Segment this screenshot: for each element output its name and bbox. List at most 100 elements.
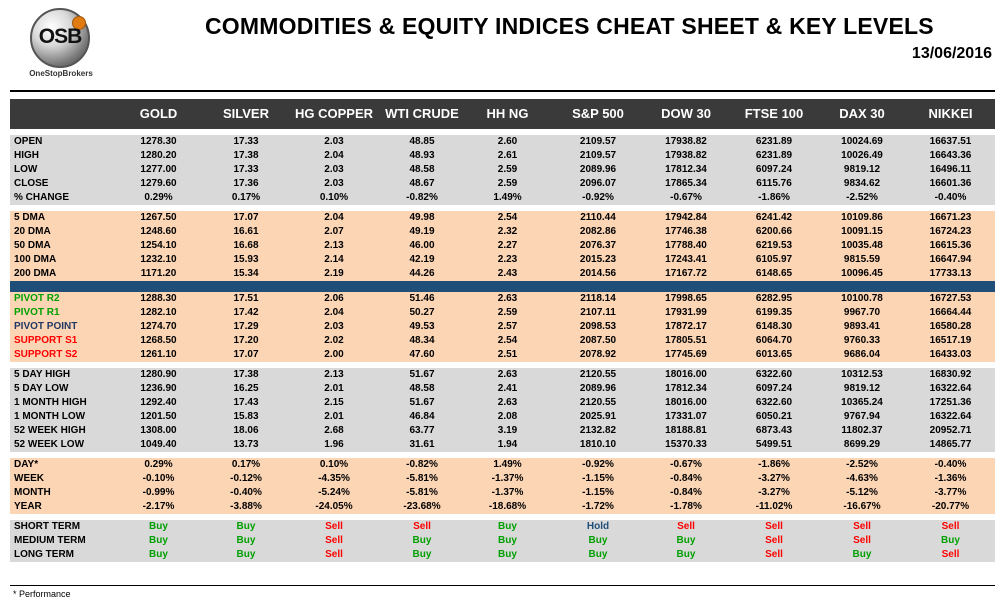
value-cell: 2.27 — [461, 239, 554, 253]
value-cell: 16615.36 — [906, 239, 995, 253]
value-cell: 2.02 — [285, 334, 383, 348]
value-cell: -5.24% — [285, 486, 383, 500]
spacer-cell — [10, 129, 995, 135]
spacer-cell — [10, 281, 995, 292]
value-cell: 2.54 — [461, 334, 554, 348]
signal-cell: Buy — [461, 520, 554, 534]
value-cell: 17.33 — [207, 135, 285, 149]
value-cell: 2.68 — [285, 424, 383, 438]
value-cell: 1282.10 — [110, 306, 207, 320]
footnote: * Performance — [13, 589, 71, 599]
value-cell: 2014.56 — [554, 267, 642, 281]
spacer-cell — [10, 205, 995, 211]
value-cell: 17251.36 — [906, 396, 995, 410]
row-label: 100 DMA — [10, 253, 110, 267]
value-cell: 15.83 — [207, 410, 285, 424]
value-cell: 16601.36 — [906, 177, 995, 191]
value-cell: 1254.10 — [110, 239, 207, 253]
value-cell: 42.19 — [383, 253, 461, 267]
value-cell: -0.40% — [906, 191, 995, 205]
signal-cell: Sell — [642, 520, 730, 534]
section-spacer — [10, 452, 995, 458]
signal-cell: Buy — [642, 548, 730, 562]
value-cell: 16580.28 — [906, 320, 995, 334]
value-cell: -1.37% — [461, 472, 554, 486]
value-cell: 1.94 — [461, 438, 554, 452]
signal-cell: Buy — [383, 534, 461, 548]
value-cell: -3.27% — [730, 486, 818, 500]
table-row: PIVOT R1 1282.10 17.42 2.04 50.27 2.59 2107.11… — [10, 306, 995, 320]
signal-cell: Hold — [554, 520, 642, 534]
value-cell: 6219.53 — [730, 239, 818, 253]
logo-subtitle: OneStopBrokers — [29, 69, 93, 78]
table-row: 20 DMA 1248.60 16.61 2.07 49.19 2.32 2082.86 17… — [10, 225, 995, 239]
value-cell: 17998.65 — [642, 292, 730, 306]
value-cell: 6322.60 — [730, 368, 818, 382]
value-cell: -0.82% — [383, 458, 461, 472]
table-row: 52 WEEK HIGH 1308.00 18.06 2.68 63.77 3.19 213… — [10, 424, 995, 438]
table-row: 1 MONTH HIGH 1292.40 17.43 2.15 51.67 2.63 212… — [10, 396, 995, 410]
value-cell: 6241.42 — [730, 211, 818, 225]
value-cell: 2.04 — [285, 306, 383, 320]
value-cell: 1171.20 — [110, 267, 207, 281]
value-cell: 2.32 — [461, 225, 554, 239]
row-label: 5 DAY LOW — [10, 382, 110, 396]
value-cell: 1049.40 — [110, 438, 207, 452]
value-cell: 10096.45 — [818, 267, 906, 281]
table-row: 1 MONTH LOW 1201.50 15.83 2.01 46.84 2.08 2025… — [10, 410, 995, 424]
value-cell: 16.61 — [207, 225, 285, 239]
page-title: COMMODITIES & EQUITY INDICES CHEAT SHEET… — [205, 13, 934, 39]
value-cell: 2.00 — [285, 348, 383, 362]
value-cell: 10024.69 — [818, 135, 906, 149]
value-cell: 2.54 — [461, 211, 554, 225]
value-cell: 6115.76 — [730, 177, 818, 191]
value-cell: 0.17% — [207, 458, 285, 472]
row-label: SHORT TERM — [10, 520, 110, 534]
table-row: WEEK -0.10% -0.12% -4.35% -5.81% -1.37% -1.15%… — [10, 472, 995, 486]
value-cell: 0.29% — [110, 458, 207, 472]
spacer-cell — [10, 514, 995, 520]
value-cell: 2.13 — [285, 239, 383, 253]
value-cell: 46.00 — [383, 239, 461, 253]
value-cell: -0.67% — [642, 191, 730, 205]
value-cell: -16.67% — [818, 500, 906, 514]
header-silver: SILVER — [207, 99, 285, 129]
value-cell: 2096.07 — [554, 177, 642, 191]
value-cell: 16.68 — [207, 239, 285, 253]
row-label: HIGH — [10, 149, 110, 163]
section-spacer — [10, 514, 995, 520]
value-cell: -0.84% — [642, 472, 730, 486]
value-cell: 17788.40 — [642, 239, 730, 253]
row-label: PIVOT R1 — [10, 306, 110, 320]
signal-cell: Sell — [818, 520, 906, 534]
value-cell: 0.17% — [207, 191, 285, 205]
row-label: LONG TERM — [10, 548, 110, 562]
value-cell: 17.43 — [207, 396, 285, 410]
signal-cell: Buy — [207, 520, 285, 534]
value-cell: 2.01 — [285, 410, 383, 424]
value-cell: 2.19 — [285, 267, 383, 281]
value-cell: 2015.23 — [554, 253, 642, 267]
value-cell: 16.25 — [207, 382, 285, 396]
header-blank-cell — [10, 99, 110, 129]
value-cell: -3.27% — [730, 472, 818, 486]
value-cell: 6200.66 — [730, 225, 818, 239]
value-cell: -0.67% — [642, 458, 730, 472]
value-cell: 9767.94 — [818, 410, 906, 424]
value-cell: 6322.60 — [730, 396, 818, 410]
signal-cell: Buy — [110, 534, 207, 548]
table-row: CLOSE 1279.60 17.36 2.03 48.67 2.59 2096.07 178… — [10, 177, 995, 191]
cheat-sheet-table: GOLD SILVER HG COPPER WTI CRUDE HH NG S&… — [10, 99, 995, 562]
value-cell: 17167.72 — [642, 267, 730, 281]
value-cell: 6148.65 — [730, 267, 818, 281]
value-cell: -0.99% — [110, 486, 207, 500]
value-cell: -1.15% — [554, 486, 642, 500]
value-cell: 5499.51 — [730, 438, 818, 452]
value-cell: 17.51 — [207, 292, 285, 306]
report-date: 13/06/2016 — [911, 45, 992, 62]
value-cell: 10100.78 — [818, 292, 906, 306]
value-cell: 17938.82 — [642, 135, 730, 149]
value-cell: 1.49% — [461, 191, 554, 205]
value-cell: -2.52% — [818, 458, 906, 472]
value-cell: -2.52% — [818, 191, 906, 205]
